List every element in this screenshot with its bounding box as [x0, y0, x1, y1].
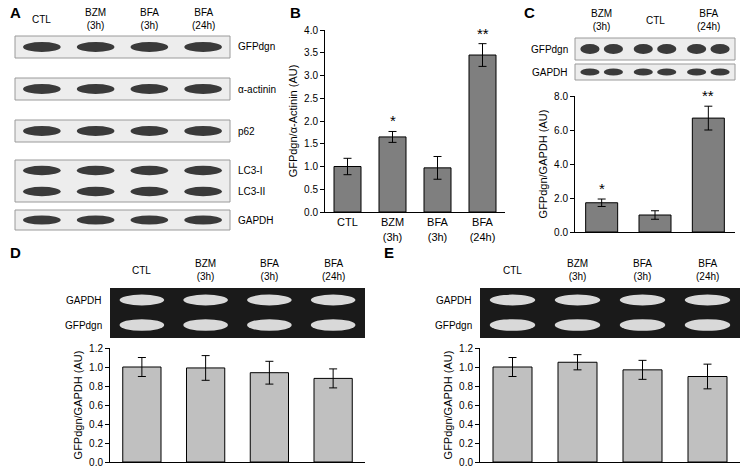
- svg-text:GAPDH: GAPDH: [436, 295, 472, 306]
- svg-text:BFA(24h): BFA(24h): [696, 258, 719, 282]
- svg-text:CTL: CTL: [132, 265, 151, 276]
- svg-text:CTL: CTL: [646, 15, 665, 26]
- svg-text:4.0: 4.0: [554, 159, 568, 170]
- svg-text:2.0: 2.0: [304, 116, 318, 127]
- svg-text:1.0: 1.0: [89, 362, 103, 373]
- svg-text:GFPdgn/GAPDH (AU): GFPdgn/GAPDH (AU): [72, 351, 84, 460]
- svg-text:1.0: 1.0: [459, 362, 473, 373]
- svg-text:E: E: [384, 244, 394, 261]
- svg-text:0.0: 0.0: [459, 457, 473, 468]
- svg-text:D: D: [10, 244, 21, 261]
- svg-text:2.5: 2.5: [304, 93, 318, 104]
- svg-text:BZM(3h): BZM(3h): [591, 8, 612, 32]
- svg-text:GFPdgn: GFPdgn: [65, 320, 102, 331]
- svg-text:BFA(24h): BFA(24h): [470, 216, 496, 242]
- svg-text:0.2: 0.2: [89, 438, 103, 449]
- svg-text:0.5: 0.5: [304, 184, 318, 195]
- svg-text:0.8: 0.8: [89, 381, 103, 392]
- svg-text:BFA(3h): BFA(3h): [140, 7, 159, 31]
- svg-text:0.8: 0.8: [459, 381, 473, 392]
- svg-text:A: A: [10, 4, 21, 21]
- svg-text:**: **: [477, 25, 489, 42]
- svg-text:CTL: CTL: [503, 265, 522, 276]
- svg-text:p62: p62: [238, 126, 255, 137]
- svg-text:B: B: [290, 4, 301, 21]
- svg-text:1.5: 1.5: [304, 138, 318, 149]
- svg-text:BFA(24h): BFA(24h): [697, 8, 720, 32]
- svg-text:CTL: CTL: [337, 216, 358, 228]
- svg-text:BFA(3h): BFA(3h): [260, 258, 279, 282]
- svg-text:LC3-II: LC3-II: [238, 186, 265, 197]
- svg-text:0.6: 0.6: [459, 400, 473, 411]
- svg-text:GFPdgn: GFPdgn: [531, 44, 568, 55]
- svg-text:*: *: [390, 112, 396, 129]
- svg-text:**: **: [702, 87, 714, 104]
- svg-text:0.0: 0.0: [89, 457, 103, 468]
- svg-text:BFA(3h): BFA(3h): [427, 216, 448, 242]
- svg-text:BZM(3h): BZM(3h): [195, 258, 216, 282]
- svg-text:0.4: 0.4: [89, 419, 103, 430]
- svg-text:α-actinin: α-actinin: [238, 84, 276, 95]
- svg-text:1.2: 1.2: [89, 343, 103, 354]
- svg-text:*: *: [599, 180, 605, 197]
- svg-text:8.0: 8.0: [554, 91, 568, 102]
- svg-text:3.5: 3.5: [304, 47, 318, 58]
- svg-text:GAPDH: GAPDH: [66, 295, 102, 306]
- svg-text:0.0: 0.0: [304, 207, 318, 218]
- svg-text:GFPdgn/GAPDH (AU): GFPdgn/GAPDH (AU): [442, 351, 454, 460]
- svg-text:BFA(24h): BFA(24h): [322, 258, 345, 282]
- svg-text:GFPdgn/GAPDH (AU): GFPdgn/GAPDH (AU): [537, 110, 549, 219]
- svg-text:BFA(3h): BFA(3h): [633, 258, 652, 282]
- svg-text:GAPDH: GAPDH: [238, 215, 274, 226]
- svg-text:BFA(24h): BFA(24h): [192, 7, 215, 31]
- svg-text:0.4: 0.4: [459, 419, 473, 430]
- svg-text:4.0: 4.0: [304, 25, 318, 36]
- svg-text:GAPDH: GAPDH: [532, 67, 568, 78]
- svg-text:GFPdgn: GFPdgn: [435, 320, 472, 331]
- svg-text:GFPdgn: GFPdgn: [238, 41, 275, 52]
- svg-text:3.0: 3.0: [304, 70, 318, 81]
- svg-text:LC3-I: LC3-I: [238, 165, 262, 176]
- svg-text:1.2: 1.2: [459, 343, 473, 354]
- svg-text:0.2: 0.2: [459, 438, 473, 449]
- svg-text:CTL: CTL: [32, 14, 51, 25]
- svg-text:GFPdgn/α-Actinin (AU): GFPdgn/α-Actinin (AU): [287, 65, 299, 178]
- svg-text:1.0: 1.0: [304, 161, 318, 172]
- svg-text:BZM(3h): BZM(3h): [85, 7, 106, 31]
- svg-text:2.0: 2.0: [554, 193, 568, 204]
- svg-text:0.6: 0.6: [89, 400, 103, 411]
- svg-text:C: C: [524, 4, 535, 21]
- svg-text:BZM(3h): BZM(3h): [381, 216, 404, 242]
- svg-text:BZM(3h): BZM(3h): [567, 258, 588, 282]
- svg-text:0.0: 0.0: [554, 227, 568, 238]
- svg-text:6.0: 6.0: [554, 125, 568, 136]
